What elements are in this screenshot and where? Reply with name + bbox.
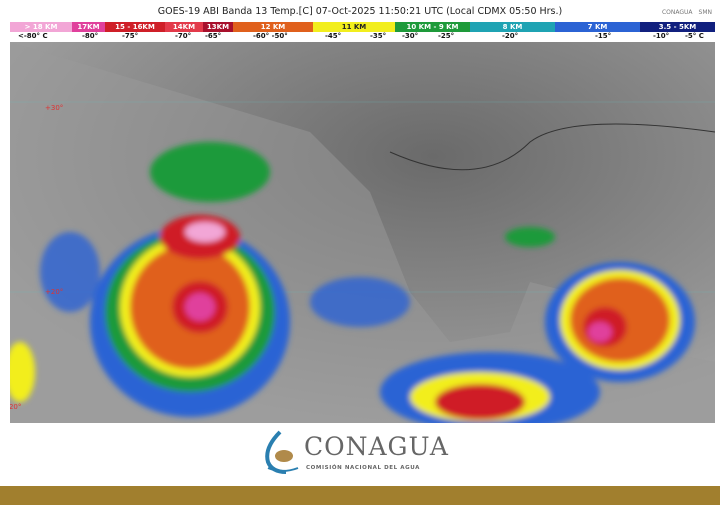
logo-name: CONAGUA [304, 432, 449, 461]
temperature-label: -20° [502, 32, 519, 40]
logo-subtitle: COMISIÓN NACIONAL DEL AGUA [306, 465, 420, 471]
temperature-label: <-80° C [18, 32, 48, 40]
temperature-label: -25° [438, 32, 455, 40]
scale-segment: 13KM [203, 22, 233, 32]
temperature-label: -10° [653, 32, 670, 40]
smn-mini-logo: SMN [698, 9, 712, 16]
scale-segment: 12 KM [233, 22, 313, 32]
conagua-emblem-icon [265, 430, 299, 474]
temperature-label: -65° [205, 32, 222, 40]
temperature-label: -30° [402, 32, 419, 40]
scale-segment: 7 KM [555, 22, 640, 32]
scale-segment: 14KM [165, 22, 203, 32]
temperature-label: -70° [175, 32, 192, 40]
image-title: GOES-19 ABI Banda 13 Temp.[C] 07-Oct-202… [157, 6, 563, 17]
temperature-label: -15° [595, 32, 612, 40]
agency-logos: CONAGUA SMN [662, 9, 712, 16]
conagua-logo: CONAGUA COMISIÓN NACIONAL DEL AGUA [262, 430, 462, 478]
scale-segment: 17KM [72, 22, 105, 32]
temperature-label: -60° -50° [253, 32, 288, 40]
temperature-label: -5° C [685, 32, 704, 40]
color-scale-legend: > 18 KM 17KM 15 - 16KM 14KM 13KM 12 KM 11 KM 10… [10, 22, 715, 32]
temperature-label: -45° [325, 32, 342, 40]
temperature-scale: <-80° C -80° -75° -70° -65° -60° -50° -45° -35°… [10, 32, 715, 42]
scale-segment: 8 KM [470, 22, 555, 32]
scale-segment: 10 KM - 9 KM [395, 22, 470, 32]
scale-segment: 15 - 16KM [105, 22, 165, 32]
longitude-label-120: -120° [10, 403, 22, 411]
latitude-label-20: +20° [45, 288, 64, 296]
conagua-mini-logo: CONAGUA [661, 9, 693, 16]
satellite-imagery [10, 42, 715, 423]
footer-bar [0, 486, 720, 505]
scale-segment: 11 KM [313, 22, 395, 32]
scale-segment: 3.5 - 5KM [640, 22, 715, 32]
satellite-map: +30° +20° -120° [10, 42, 715, 423]
temperature-label: -80° [82, 32, 99, 40]
temperature-label: -75° [122, 32, 139, 40]
scale-segment: > 18 KM [10, 22, 72, 32]
temperature-label: -35° [370, 32, 387, 40]
latitude-label-30: +30° [45, 104, 64, 112]
